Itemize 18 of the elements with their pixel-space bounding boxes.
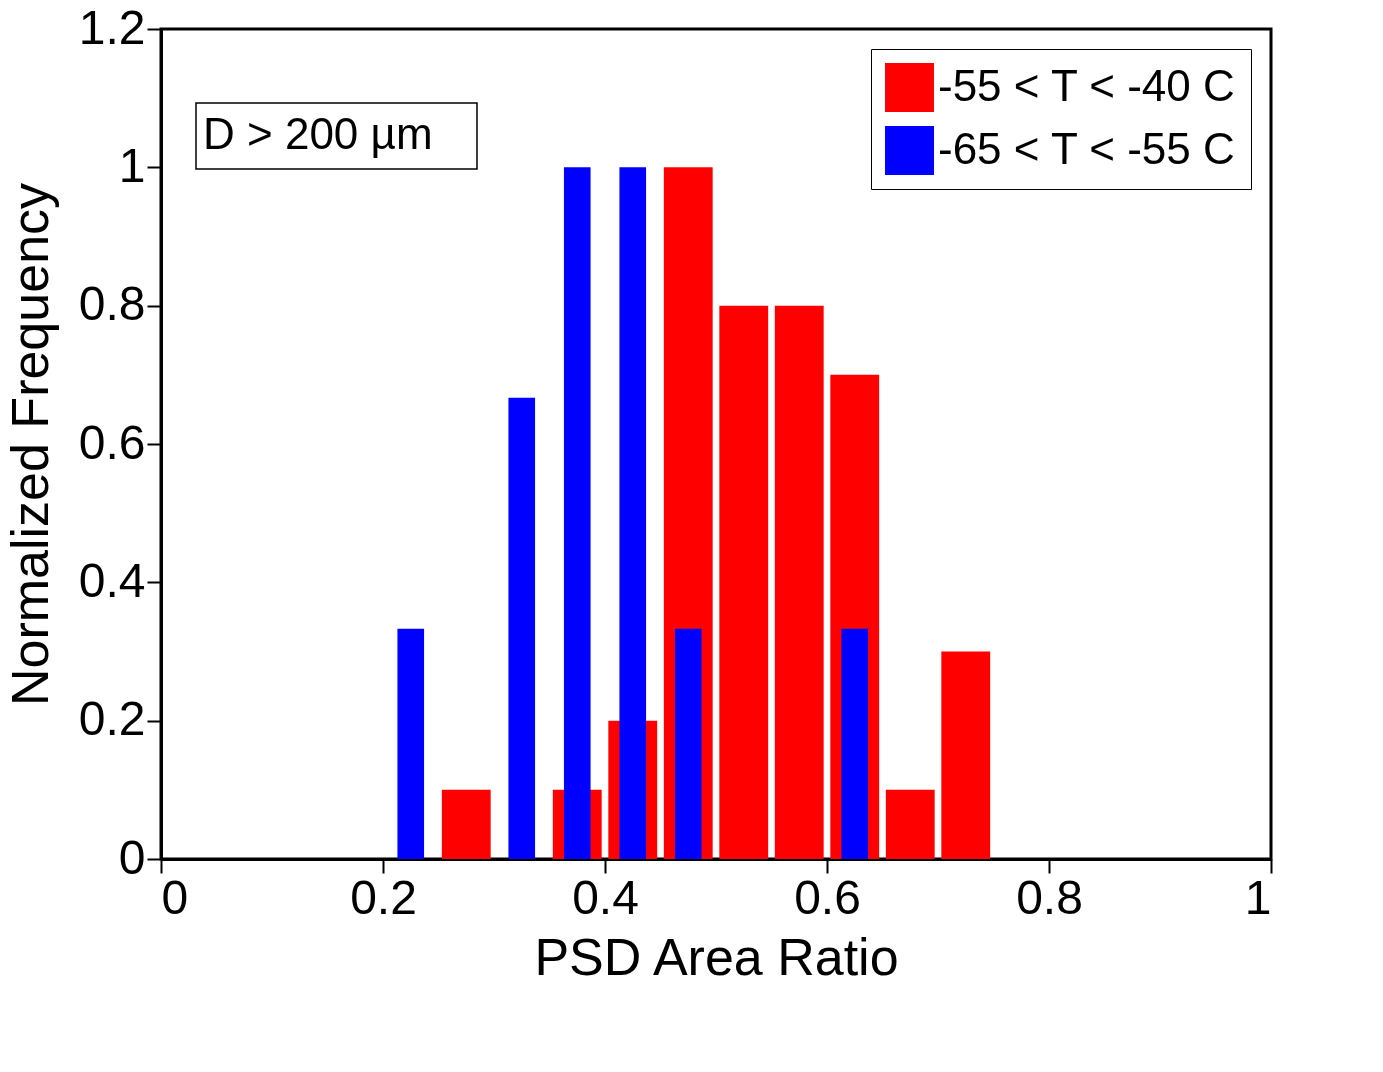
y-tick-label: 1.2 [78, 0, 146, 54]
y-tick-label: 0.8 [78, 277, 146, 331]
y-tick-label: 0.4 [78, 553, 146, 607]
y-tick-label: 0.2 [78, 692, 146, 746]
x-tick-label: 0 [161, 870, 189, 924]
y-tick-label: 1 [118, 138, 146, 192]
x-tick-label: 0.2 [350, 870, 417, 924]
x-tick-label: 0.4 [572, 870, 639, 924]
y-tick-label: 0 [118, 830, 146, 884]
x-tick-label: 0.6 [794, 870, 861, 924]
legend-label: -65 < T < -55 C [938, 123, 1235, 173]
y-axis-title: Normalized Frequency [0, 182, 59, 707]
x-axis-title: PSD Area Ratio [534, 927, 899, 986]
annotation: D > 200 µm [203, 109, 433, 158]
x-tick-label: 0.8 [1016, 870, 1083, 924]
legend-label: -55 < T < -40 C [938, 60, 1235, 110]
x-tick-label: 1 [1244, 870, 1272, 924]
y-tick-label: 0.6 [78, 415, 146, 469]
